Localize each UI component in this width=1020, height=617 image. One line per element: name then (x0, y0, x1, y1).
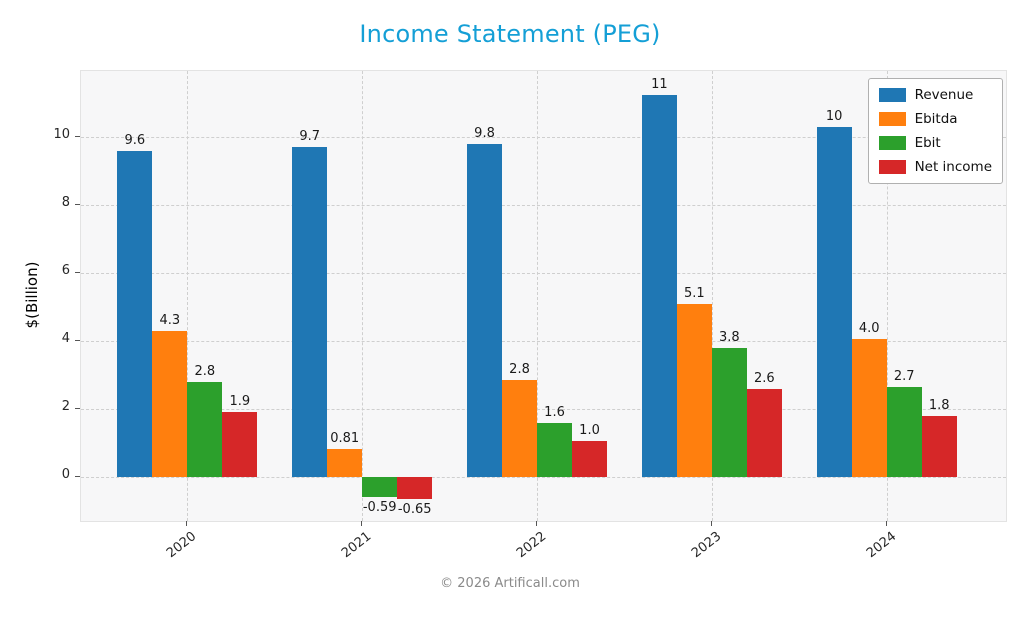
legend-item: Ebit (878, 135, 992, 151)
bar-value-label: 1.9 (229, 394, 251, 410)
x-tick-mark (536, 521, 538, 526)
bar-ebit-2021 (362, 476, 398, 497)
gridline-vertical (362, 71, 364, 521)
gridline-horizontal (81, 408, 1006, 410)
bar-ebit-2022 (537, 422, 573, 477)
y-tick-mark (75, 340, 80, 341)
legend-item-label: Net income (914, 159, 992, 175)
bar-ebitda-2022 (502, 380, 538, 477)
y-tick-label: 4 (61, 331, 70, 346)
bar-ebitda-2024 (851, 339, 887, 477)
legend-item: Ebitda (878, 111, 992, 127)
x-axis-tick-label: 2021 (339, 529, 375, 562)
y-tick-mark (75, 272, 80, 274)
legend-swatch (878, 160, 906, 174)
bar-value-label: 1.8 (928, 397, 950, 413)
footer-text: © 2026 Artificall.com (440, 576, 580, 591)
bar-value-label: 1.0 (579, 423, 600, 439)
chart-title: Income Statement (PEG) (359, 20, 661, 48)
gridline-horizontal (81, 137, 1006, 139)
legend-item-label: Ebitda (914, 111, 958, 127)
bar-ebit-2023 (711, 347, 747, 477)
plot-area: Revenue Ebitda Ebit Net income 9.6 9.7 9.8 11 1… (80, 70, 1007, 522)
bar-revenue-2023 (641, 94, 677, 477)
legend-swatch (878, 136, 906, 150)
bar-ebitda-2020 (152, 330, 188, 477)
bar-value-label: 1.6 (544, 404, 565, 420)
bar-value-label: 2.7 (893, 368, 915, 384)
bar-value-label: 3.8 (719, 329, 740, 345)
bar-value-label: 10 (825, 109, 843, 125)
legend-swatch (878, 88, 906, 102)
bar-ebit-2024 (886, 386, 922, 477)
y-tick-mark (75, 475, 80, 477)
legend-item-label: Ebit (914, 135, 941, 151)
bar-net-income-2021 (397, 476, 433, 499)
bar-value-label: 2.8 (194, 363, 216, 379)
bar-revenue-2021 (292, 147, 328, 477)
bar-value-label: -0.65 (397, 501, 432, 517)
legend-swatch (878, 112, 906, 126)
legend-item: Net income (878, 159, 992, 175)
bar-value-label: 9.7 (299, 129, 321, 145)
y-tick-label: 0 (61, 466, 70, 482)
y-tick-mark (75, 407, 80, 409)
gridline-horizontal (81, 205, 1006, 207)
x-tick-mark (186, 521, 188, 526)
bar-net-income-2020 (222, 412, 258, 477)
bar-value-label: 4.0 (858, 321, 880, 337)
y-tick-label: 8 (61, 195, 70, 211)
bar-value-label: 4.3 (159, 312, 181, 328)
x-tick-mark (710, 521, 712, 526)
y-tick-label: 2 (61, 398, 70, 414)
y-tick-mark (75, 136, 80, 138)
bar-value-label: 2.6 (754, 370, 775, 386)
bar-value-label: 2.8 (509, 362, 530, 378)
y-tick-label: 6 (61, 263, 70, 279)
gridline-horizontal (81, 476, 1006, 478)
y-tick-label: 10 (53, 127, 70, 143)
x-tick-mark (885, 521, 887, 526)
gridline-vertical (537, 71, 539, 521)
bar-revenue-2024 (816, 127, 852, 477)
gridline-vertical (886, 71, 888, 521)
bar-value-label: 5.1 (684, 285, 705, 301)
bar-net-income-2024 (921, 415, 957, 477)
gridline-horizontal (81, 341, 1006, 342)
gridline-horizontal (81, 273, 1006, 275)
legend-item: Revenue (878, 87, 992, 103)
gridline-vertical (711, 71, 713, 521)
bar-revenue-2020 (117, 150, 153, 477)
x-axis-tick-label: 2023 (688, 529, 725, 562)
x-axis-tick-label: 2022 (513, 529, 550, 562)
bar-ebitda-2023 (676, 303, 712, 477)
bar-value-label: 11 (651, 76, 668, 92)
bar-value-label: 9.8 (474, 126, 495, 142)
bar-value-label: 9.6 (124, 132, 146, 148)
gridline-vertical (187, 71, 189, 521)
x-tick-mark (361, 521, 363, 526)
bar-net-income-2023 (746, 388, 782, 477)
bar-net-income-2022 (572, 441, 608, 477)
x-axis-tick-label: 2020 (164, 529, 200, 562)
legend: Revenue Ebitda Ebit Net income (867, 78, 1003, 184)
x-axis-tick-label: 2024 (863, 529, 899, 562)
bar-value-label: -0.59 (362, 499, 397, 515)
legend-item-label: Revenue (914, 87, 974, 103)
bar-value-label: 0.81 (330, 431, 360, 447)
bar-ebit-2020 (187, 381, 223, 477)
y-tick-mark (75, 204, 80, 206)
bar-revenue-2022 (467, 144, 503, 477)
bar-ebitda-2021 (327, 449, 363, 477)
